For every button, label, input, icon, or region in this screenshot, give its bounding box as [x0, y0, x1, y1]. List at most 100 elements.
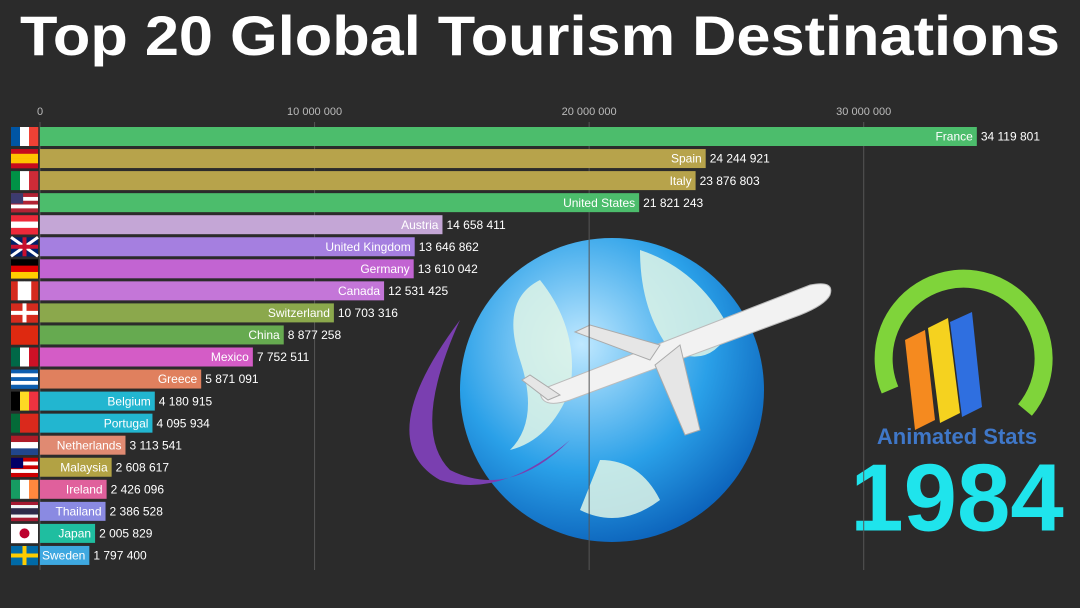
flag [11, 325, 38, 345]
category-label: Portugal [104, 416, 149, 430]
bar [40, 413, 153, 433]
category-label: Malaysia [60, 460, 108, 474]
flag-part [20, 391, 30, 411]
flag-part [29, 479, 39, 499]
x-tick-label: 10 000 000 [287, 106, 342, 118]
flag-part [11, 517, 38, 522]
continents [510, 250, 730, 518]
flag-part [11, 193, 38, 198]
flag-part [11, 479, 21, 499]
flag-part [20, 479, 30, 499]
flag-part [11, 237, 38, 257]
swoosh [409, 320, 570, 485]
category-label: France [935, 130, 973, 144]
flag-part [11, 171, 21, 191]
flag [11, 413, 39, 433]
flag-part [29, 347, 39, 367]
flag-part [11, 435, 38, 443]
value-label: 4 095 934 [156, 416, 210, 430]
bar [40, 149, 706, 169]
flag-part [11, 163, 38, 169]
value-label: 2 005 829 [99, 527, 153, 541]
value-label: 2 608 617 [116, 460, 170, 474]
plane-body [539, 283, 832, 404]
value-label: 13 646 862 [419, 240, 479, 254]
flag-part [11, 271, 38, 279]
category-label: Switzerland [268, 306, 330, 320]
value-label: 13 610 042 [418, 262, 478, 276]
plane-wings [521, 324, 701, 436]
x-tick-label: 0 [37, 106, 43, 118]
bar [40, 259, 414, 279]
value-label: 5 871 091 [205, 372, 259, 386]
flag-part [11, 380, 38, 386]
flag-part [11, 472, 38, 478]
category-label: Austria [401, 218, 439, 232]
category-label: Japan [58, 527, 91, 541]
value-label: 10 703 316 [338, 306, 398, 320]
value-label: 4 180 915 [159, 394, 213, 408]
category-label: Spain [671, 152, 702, 166]
flag-part [29, 413, 39, 433]
flag-part [11, 391, 21, 411]
flag [11, 435, 38, 455]
flag-part [11, 505, 38, 509]
logo: Animated Stats 1984 [850, 269, 1064, 551]
value-label: 2 386 528 [110, 505, 164, 519]
value-label: 24 244 921 [710, 152, 770, 166]
flag [11, 457, 38, 478]
bar [40, 215, 443, 235]
bar [40, 303, 334, 323]
value-label: 8 877 258 [288, 328, 342, 342]
flag-part [11, 369, 38, 374]
flag-part [24, 281, 32, 301]
flag-part [11, 149, 38, 155]
flag-part [31, 281, 39, 301]
bar [40, 391, 155, 411]
flag-part [20, 127, 30, 146]
bar [40, 171, 696, 191]
flag-part [11, 158, 38, 164]
flag-part [11, 469, 38, 474]
value-label: 3 113 541 [129, 438, 182, 452]
bar [40, 193, 640, 213]
flag-part [11, 514, 38, 518]
bar [40, 479, 107, 499]
category-label: China [248, 328, 280, 342]
flag [11, 369, 38, 389]
value-label: 34 119 801 [981, 130, 1040, 144]
flag-part [11, 373, 38, 378]
flag-part [19, 528, 30, 539]
x-tick-label: 30 000 000 [836, 106, 891, 118]
bar [40, 545, 90, 565]
flag-part [17, 281, 25, 301]
bar [40, 281, 385, 301]
year: 1984 [850, 444, 1064, 551]
chart-title: Top 20 Global Tourism Destinations [20, 4, 1060, 67]
flag-part [20, 171, 30, 191]
flag [11, 127, 39, 146]
flag-part [11, 127, 21, 146]
flag [11, 479, 39, 499]
flag-part [11, 457, 24, 469]
value-label: 2 426 096 [111, 482, 165, 496]
flag-part [29, 171, 39, 191]
flag-part [11, 221, 38, 229]
category-label: United States [563, 196, 635, 210]
flag-part [11, 347, 21, 367]
bar [40, 325, 284, 345]
flag-part [11, 384, 38, 389]
flag-part [11, 281, 19, 301]
flag-part [11, 204, 38, 209]
flag-part [11, 511, 38, 515]
category-label: Greece [158, 372, 198, 386]
flag-part [11, 442, 38, 449]
flag-part [11, 545, 38, 565]
flag-part [11, 377, 38, 382]
logo-bar [928, 318, 960, 423]
flag-part [11, 153, 38, 159]
flag [11, 523, 38, 544]
flag [11, 193, 38, 213]
